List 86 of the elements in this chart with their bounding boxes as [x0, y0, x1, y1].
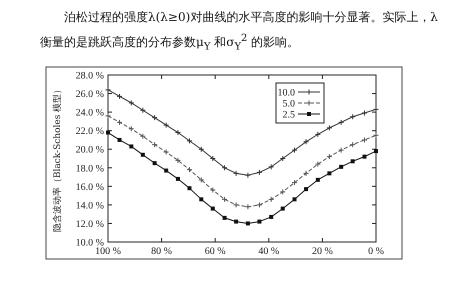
point	[128, 126, 134, 132]
point	[350, 142, 356, 148]
legend-label: 2.5	[282, 110, 295, 120]
point	[327, 171, 332, 176]
point	[106, 130, 110, 135]
chart-title: 泊松过程的强度λ(λ≥0)对曲线的水平高度的影响十分显著。实际上，λ 衡量的是跳跃高度的分布参数μ$_{Y}$ 和σ$_{Y}$$^{2}$ 的影响。	[40, 9, 439, 54]
y-tick-label: 14.0 %	[76, 200, 104, 212]
point	[304, 187, 308, 192]
point	[222, 216, 227, 220]
y-tick-label: 20.0 %	[76, 144, 104, 156]
point	[199, 197, 204, 202]
point	[163, 122, 170, 128]
y-tick-label: 10.0 %	[76, 238, 104, 248]
point	[152, 142, 158, 148]
point	[118, 138, 122, 142]
point	[373, 132, 379, 138]
point	[152, 161, 157, 166]
point	[326, 154, 332, 160]
y-tick-label: 16.0 %	[76, 182, 104, 193]
point	[338, 147, 344, 154]
x-tick-label: 100 %	[95, 246, 121, 257]
y-tick-label: 28.0 %	[76, 70, 104, 82]
point	[222, 196, 228, 202]
point	[316, 178, 320, 182]
point	[176, 176, 180, 181]
y-tick-label: 24.0 %	[76, 108, 104, 119]
point	[244, 172, 251, 178]
x-tick-label: 60 %	[204, 246, 226, 257]
point	[140, 133, 146, 140]
point	[246, 221, 250, 226]
x-tick-label: 40 %	[258, 246, 280, 257]
point	[186, 138, 192, 144]
point	[268, 164, 274, 170]
y-tick-label: 18.0 %	[76, 163, 104, 174]
x-tick-label: 20 %	[312, 246, 333, 257]
point	[198, 146, 204, 152]
point	[350, 114, 356, 120]
point	[256, 202, 262, 208]
point	[326, 124, 332, 131]
point	[128, 100, 134, 106]
point	[257, 220, 262, 224]
point	[186, 166, 192, 173]
point	[198, 176, 204, 183]
legend-label: 10.0	[278, 88, 295, 98]
point	[314, 131, 321, 138]
point	[116, 119, 123, 126]
point	[280, 156, 286, 162]
point	[140, 152, 145, 157]
point	[339, 164, 344, 169]
x-tick-label: 80 %	[151, 246, 172, 257]
point	[303, 138, 310, 145]
legend-label: 5.0	[282, 98, 295, 110]
point	[233, 170, 240, 176]
point	[314, 161, 321, 168]
point	[105, 112, 111, 119]
point	[222, 164, 228, 171]
point	[374, 149, 378, 154]
point	[350, 159, 355, 164]
y-tick-label: 12.0 %	[76, 218, 104, 230]
point	[234, 220, 238, 224]
point	[152, 114, 158, 121]
point	[292, 180, 298, 186]
point	[292, 147, 298, 154]
point	[362, 154, 366, 159]
point	[256, 169, 262, 176]
point	[292, 197, 297, 202]
point	[338, 119, 344, 126]
point	[280, 188, 286, 195]
point	[140, 107, 146, 114]
y-tick-label: 22.0 %	[76, 126, 104, 138]
y-axis-title: 隐含波动率（Black-Scholes 模型）	[52, 84, 63, 232]
point	[244, 204, 251, 210]
point	[210, 156, 216, 162]
point	[210, 206, 215, 211]
point	[268, 196, 274, 202]
y-tick-label: 26.0 %	[76, 89, 104, 100]
point	[116, 93, 123, 100]
point	[269, 214, 274, 219]
point	[174, 157, 181, 164]
point	[129, 144, 134, 148]
point	[187, 186, 192, 190]
x-tick-label: 0 %	[368, 246, 384, 257]
point	[233, 202, 240, 208]
point	[303, 170, 310, 176]
point	[164, 168, 168, 173]
point	[280, 206, 285, 211]
